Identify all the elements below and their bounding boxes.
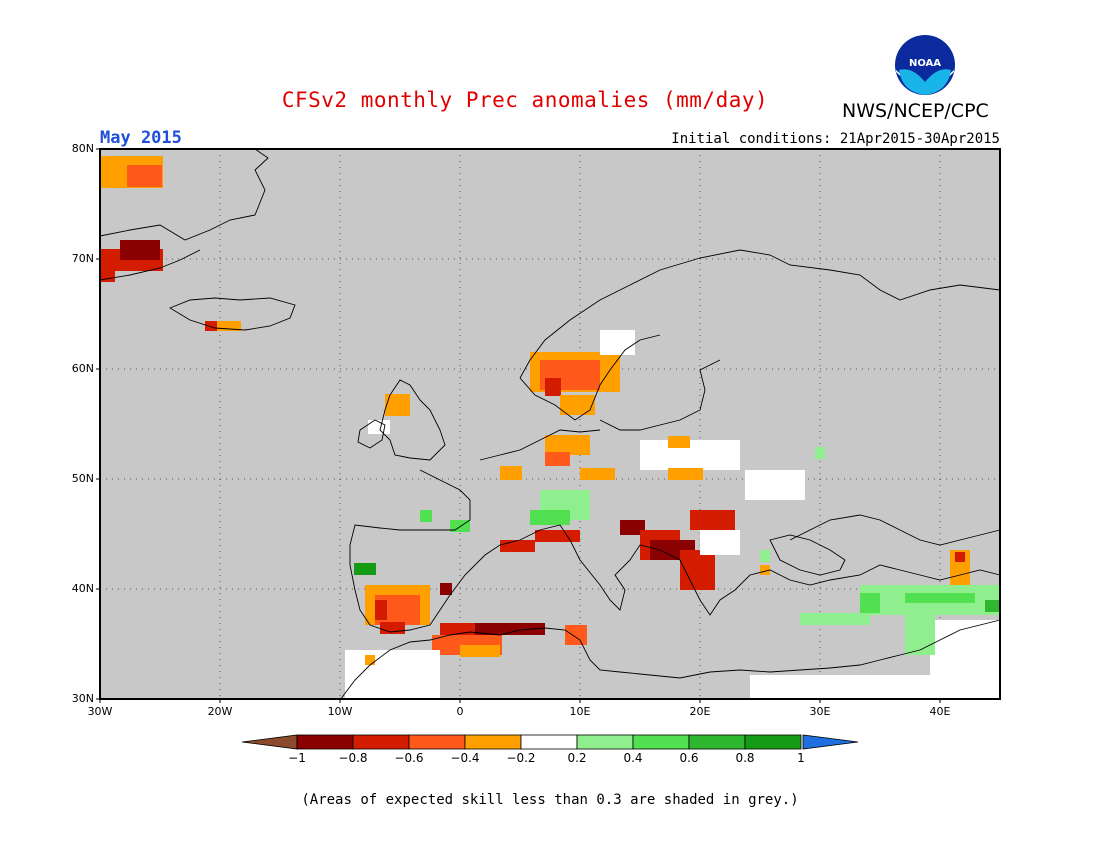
colorbar-low-arrow	[241, 734, 298, 750]
anomaly-cell	[668, 436, 690, 448]
anomaly-cell	[545, 378, 561, 396]
lat-label: 60N	[71, 362, 94, 375]
colorbar-swatch	[744, 734, 802, 750]
anomaly-cell	[560, 395, 595, 415]
colorbar-swatch	[688, 734, 746, 750]
anomaly-cell	[745, 470, 805, 500]
anomaly-cell	[760, 565, 770, 575]
tick-marks	[96, 148, 941, 703]
anomaly-cell	[365, 655, 375, 665]
colorbar-label: −1	[288, 751, 306, 765]
lon-label: 10E	[569, 705, 591, 718]
colorbar-label: 0.8	[735, 751, 755, 765]
colorbar-high-arrow	[802, 734, 859, 750]
anomaly-cell	[700, 530, 740, 555]
anomaly-cell	[420, 510, 432, 522]
lon-label: 10W	[327, 705, 353, 718]
coastlines	[99, 148, 1001, 701]
colorbar-swatch	[408, 734, 466, 750]
skill-footnote: (Areas of expected skill less than 0.3 a…	[301, 792, 799, 808]
anomaly-cell	[905, 615, 935, 655]
colorbar-swatch	[296, 734, 354, 750]
anomaly-cell	[545, 435, 590, 455]
agency-label: NWS/NCEP/CPC	[842, 100, 989, 122]
anomaly-cell	[668, 468, 703, 480]
initial-conditions: Initial conditions: 21Apr2015-30Apr2015	[671, 131, 1000, 147]
lon-label: 20E	[689, 705, 711, 718]
anomaly-cell	[345, 650, 440, 698]
anomaly-cell	[127, 165, 162, 187]
anomaly-field	[101, 156, 999, 698]
colorbar-swatch	[352, 734, 410, 750]
lat-label: 80N	[71, 142, 94, 155]
anomaly-cell	[690, 510, 735, 530]
anomaly-cell	[530, 510, 570, 525]
forecast-month: May 2015	[100, 128, 182, 148]
anomaly-cell	[905, 593, 975, 603]
anomaly-cell	[620, 520, 645, 535]
lon-label: 0	[456, 705, 464, 718]
colorbar-swatch	[576, 734, 634, 750]
anomaly-cell	[680, 550, 715, 590]
lon-label: 40E	[929, 705, 951, 718]
anomaly-cell	[750, 675, 999, 698]
anomaly-cell	[354, 563, 376, 575]
anomaly-cell	[545, 452, 570, 466]
lat-label: 70N	[71, 252, 94, 265]
colorbar-swatch	[520, 734, 578, 750]
lon-label: 20W	[207, 705, 233, 718]
colorbar-label: −0.8	[338, 751, 368, 765]
colorbar-label: −0.6	[394, 751, 424, 765]
anomaly-cell	[600, 330, 635, 355]
anomaly-cell	[815, 447, 825, 459]
anomaly-cell	[535, 530, 580, 542]
anomaly-cell	[500, 466, 522, 480]
colorbar-swatch	[464, 734, 522, 750]
colorbar-label: −0.2	[506, 751, 536, 765]
colorbar-swatch	[632, 734, 690, 750]
anomaly-cell	[460, 645, 500, 657]
lon-label: 30E	[809, 705, 831, 718]
colorbar-label: 0.2	[567, 751, 587, 765]
anomaly-cell	[760, 550, 770, 562]
anomaly-cell	[385, 394, 410, 416]
anomaly-cell	[205, 321, 217, 331]
map-frame	[99, 148, 1001, 700]
lat-label: 40N	[71, 582, 94, 595]
anomaly-cell	[860, 593, 880, 613]
anomaly-cell	[205, 321, 241, 331]
anomaly-cell	[368, 420, 390, 434]
anomaly-cell	[475, 623, 545, 635]
colorbar	[241, 734, 859, 750]
anomaly-cell	[930, 620, 999, 680]
colorbar-label: 0.6	[679, 751, 699, 765]
map-background	[100, 149, 1000, 699]
colorbar-label: 0.4	[623, 751, 643, 765]
anomaly-cell	[580, 468, 615, 480]
anomaly-cell	[500, 540, 535, 552]
lat-label: 50N	[71, 472, 94, 485]
colorbar-label: 1	[797, 751, 805, 765]
anomaly-cell	[800, 613, 870, 625]
anomaly-cell	[440, 583, 452, 595]
lat-label: 30N	[71, 692, 94, 705]
colorbar-label: −0.4	[450, 751, 480, 765]
lon-label: 30W	[87, 705, 113, 718]
svg-text:NOAA: NOAA	[909, 58, 941, 69]
chart-title: CFSv2 monthly Prec anomalies (mm/day)	[281, 88, 769, 112]
anomaly-cell	[565, 625, 587, 645]
anomaly-cell	[120, 240, 160, 260]
anomaly-cell	[985, 600, 999, 612]
anomaly-cell	[375, 600, 387, 620]
anomaly-cell	[955, 552, 965, 562]
noaa-logo: NOAA	[895, 35, 955, 95]
